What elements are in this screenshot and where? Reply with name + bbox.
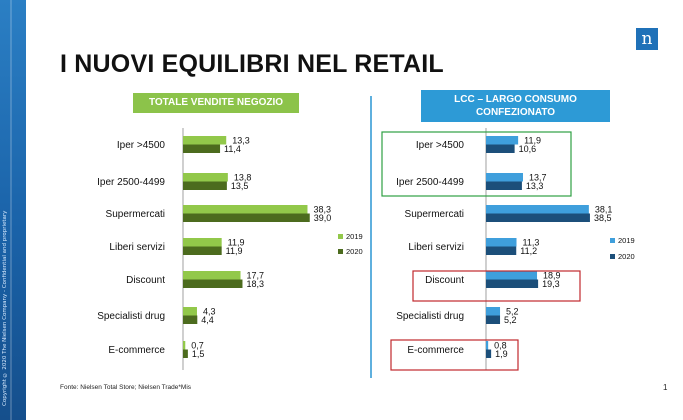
left-data-label-2020: 18,3	[246, 279, 264, 289]
discount-highlight-box	[412, 270, 581, 302]
left-category-label: Specialisti drug	[97, 311, 165, 322]
right-bar-2020	[486, 279, 539, 288]
left-data-label-2020: 11,9	[226, 246, 243, 256]
left-bar-2019	[183, 136, 227, 145]
right-bar-2020	[486, 349, 492, 358]
right-chart-title: LCC – LARGO CONSUMO CONFEZIONATO	[421, 90, 610, 122]
right-category-label: Iper 2500-4499	[396, 177, 464, 188]
right-data-label-2019: 11,9	[524, 136, 541, 146]
left-bar-2020	[183, 181, 227, 190]
left-category-label: Iper >4500	[117, 140, 166, 151]
right-data-label-2020: 19,3	[542, 279, 560, 289]
left-bar-2019	[183, 205, 308, 214]
ecommerce-highlight-box	[390, 339, 519, 371]
left-category-label: Discount	[126, 275, 165, 286]
left-data-label-2019: 17,7	[247, 271, 265, 281]
left-bar-2020	[183, 315, 198, 324]
right-bar-2020	[486, 213, 590, 222]
left-data-label-2019: 4,3	[203, 307, 216, 317]
right-data-label-2019: 13,7	[529, 173, 547, 183]
left-data-label-2019: 11,9	[228, 238, 245, 248]
page-title: I NUOVI EQUILIBRI NEL RETAIL	[60, 50, 444, 78]
iper-highlight-box	[381, 131, 572, 197]
right-data-label-2019: 0,8	[494, 341, 507, 351]
left-data-label-2020: 13,5	[231, 181, 249, 191]
left-bar-2019	[183, 173, 228, 182]
right-category-label: E-commerce	[407, 345, 464, 356]
right-category-label: Specialisti drug	[396, 311, 464, 322]
right-data-label-2020: 10,6	[519, 144, 537, 154]
right-data-label-2019: 38,1	[595, 205, 613, 215]
left-bar-2019	[183, 238, 222, 247]
left-data-label-2019: 0,7	[191, 341, 204, 351]
left-data-label-2020: 11,4	[224, 144, 241, 154]
left-category-label: Supermercati	[106, 209, 165, 220]
right-bar-2019	[486, 136, 519, 145]
right-data-label-2019: 5,2	[506, 307, 519, 317]
right-legend-label-2019: 2019	[618, 236, 635, 245]
right-bar-2019	[486, 173, 523, 182]
right-data-label-2019: 11,3	[523, 238, 540, 248]
right-category-label: Supermercati	[405, 209, 464, 220]
left-data-label-2019: 13,3	[232, 136, 250, 146]
right-bar-2020	[486, 181, 522, 190]
left-bar-2019	[183, 271, 241, 280]
left-bar-2020	[183, 349, 188, 358]
right-legend-swatch-2019	[610, 238, 615, 243]
right-category-label: Discount	[425, 275, 464, 286]
left-bar-2019	[183, 341, 186, 350]
page-number: 1	[663, 383, 668, 392]
panel-divider	[370, 96, 372, 378]
left-data-label-2020: 39,0	[314, 213, 332, 223]
left-legend-swatch-2020	[338, 249, 343, 254]
right-data-label-2020: 1,9	[495, 349, 508, 359]
right-legend-swatch-2020	[610, 254, 615, 259]
sidebar-stripe	[10, 0, 12, 420]
right-bar-2019	[486, 238, 517, 247]
left-legend-label-2019: 2019	[346, 232, 363, 241]
right-bar-2019	[486, 307, 501, 316]
right-data-label-2020: 13,3	[526, 181, 544, 191]
right-data-label-2020: 11,2	[520, 246, 537, 256]
left-data-label-2020: 1,5	[192, 349, 205, 359]
right-bar-2019	[486, 205, 589, 214]
left-bar-2020	[183, 213, 310, 222]
left-bar-2020	[183, 246, 222, 255]
left-data-label-2020: 4,4	[201, 315, 214, 325]
right-legend-label-2020: 2020	[618, 252, 635, 261]
left-legend-swatch-2019	[338, 234, 343, 239]
left-legend-label-2020: 2020	[346, 247, 363, 256]
sidebar-band: Copyright © 2020 The Nielsen Company - C…	[0, 0, 26, 420]
right-data-label-2019: 18,9	[543, 271, 561, 281]
right-bar-2019	[486, 341, 489, 350]
right-bar-2019	[486, 271, 538, 280]
left-bar-2020	[183, 279, 243, 288]
nielsen-logo: n	[636, 28, 658, 50]
left-chart-title: TOTALE VENDITE NEGOZIO	[133, 93, 299, 113]
right-bar-2020	[486, 246, 517, 255]
source-footnote: Fonte: Nielsen Total Store; Nielsen Trad…	[60, 384, 192, 391]
left-data-label-2019: 13,8	[234, 173, 252, 183]
right-bar-2020	[486, 315, 501, 324]
left-bar-2019	[183, 307, 197, 316]
left-category-label: Liberi servizi	[109, 242, 165, 253]
right-category-label: Liberi servizi	[408, 242, 464, 253]
left-category-label: Iper 2500-4499	[97, 177, 165, 188]
left-bar-2020	[183, 144, 221, 153]
left-data-label-2019: 38,3	[313, 205, 331, 215]
right-category-label: Iper >4500	[416, 140, 465, 151]
right-bar-2020	[486, 144, 515, 153]
right-data-label-2020: 5,2	[504, 315, 517, 325]
left-category-label: E-commerce	[108, 345, 165, 356]
right-data-label-2020: 38,5	[594, 213, 612, 223]
